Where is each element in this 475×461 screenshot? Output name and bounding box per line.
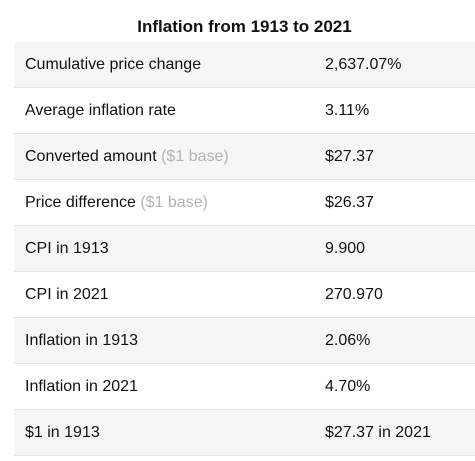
row-value: 9.900	[325, 239, 366, 257]
row-value: $27.37	[325, 147, 374, 165]
label-text: Average inflation rate	[25, 101, 176, 119]
table-row: Average inflation rate 3.11%	[14, 88, 475, 134]
table-row: $1 in 1913 $27.37 in 2021	[14, 410, 475, 456]
label-text: CPI in 1913	[25, 239, 109, 257]
row-value: 3.11%	[325, 101, 370, 119]
row-label: $1 in 1913	[14, 424, 314, 442]
table-row: Inflation in 1913 2.06%	[14, 318, 475, 364]
label-text: Inflation in 2021	[25, 377, 138, 395]
table-row: Cumulative price change 2,637.07%	[14, 42, 475, 88]
row-label: Cumulative price change	[14, 56, 314, 74]
label-note: ($1 base)	[140, 193, 208, 211]
label-text: CPI in 2021	[25, 285, 109, 303]
label-text: Cumulative price change	[25, 55, 202, 73]
label-text: $1 in 1913	[25, 423, 100, 441]
row-value: 4.70%	[325, 377, 371, 395]
row-label: CPI in 1913	[14, 240, 314, 258]
row-label: CPI in 2021	[14, 286, 314, 304]
row-value: $26.37	[325, 193, 374, 211]
label-text: Converted amount	[25, 147, 157, 165]
row-label: Average inflation rate	[14, 102, 314, 120]
table-row: Converted amount ($1 base) $27.37	[14, 134, 475, 180]
table-title: Inflation from 1913 to 2021	[137, 17, 352, 36]
row-label: Inflation in 2021	[14, 378, 314, 396]
table-row: CPI in 1913 9.900	[14, 226, 475, 272]
row-value: 270.970	[325, 285, 383, 303]
inflation-table: Cumulative price change 2,637.07% Averag…	[14, 42, 475, 456]
row-value: 2,637.07%	[325, 55, 402, 73]
table-row: Price difference ($1 base) $26.37	[14, 180, 475, 226]
row-label: Price difference ($1 base)	[14, 194, 314, 212]
row-value: 2.06%	[325, 331, 371, 349]
row-label: Converted amount ($1 base)	[14, 148, 314, 166]
row-value: $27.37 in 2021	[325, 423, 431, 441]
table-row: CPI in 2021 270.970	[14, 272, 475, 318]
label-note: ($1 base)	[161, 147, 229, 165]
label-text: Inflation in 1913	[25, 331, 138, 349]
table-row: Inflation in 2021 4.70%	[14, 364, 475, 410]
row-label: Inflation in 1913	[14, 332, 314, 350]
label-text: Price difference	[25, 193, 136, 211]
